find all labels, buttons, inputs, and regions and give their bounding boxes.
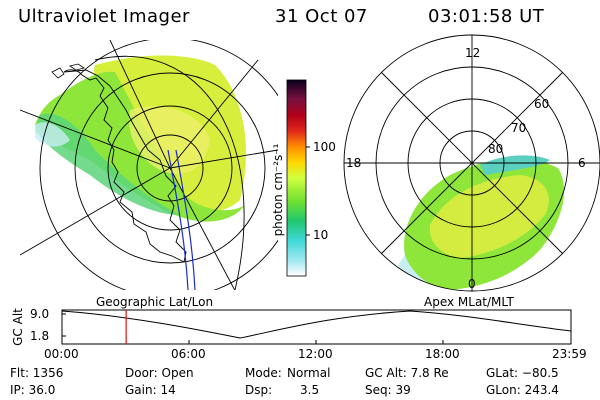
info-mode-label: Mode:	[245, 366, 282, 380]
mlt-label-6: 6	[578, 156, 586, 170]
geographic-map	[20, 40, 278, 290]
mlt-lines	[344, 35, 600, 291]
altitude-timeline	[61, 309, 572, 345]
altitude-curve	[61, 310, 572, 339]
left-aurora-emission	[35, 55, 246, 222]
timeline-xtick-2359: 23:59	[552, 347, 587, 361]
timeline-ytick-9: 9.0	[30, 307, 50, 321]
info-gc-altitude: GC Alt: 7.8 Re	[365, 366, 449, 380]
timeline-ytick-1-8: 1.8	[30, 329, 50, 343]
colorbar-tick-100: 100	[313, 140, 336, 154]
timeline-xtick-1200: 12:00	[298, 347, 333, 361]
info-geo-latitude: GLat: −80.5	[486, 366, 559, 380]
colorbar-unit-label: photon cm⁻²s⁻¹	[271, 143, 285, 237]
apex-map-label: Apex MLat/MLT	[424, 295, 514, 309]
mlat-label-70: 70	[511, 121, 527, 135]
timeline-xtick-0000: 00:00	[44, 347, 79, 361]
mlt-label-0: 0	[468, 277, 476, 291]
apex-map	[343, 34, 600, 292]
mlt-label-12: 12	[465, 46, 481, 60]
latitude-circles	[39, 40, 278, 290]
coastline-peninsula	[51, 63, 85, 79]
satellite-track	[167, 149, 196, 290]
mlat-label-80: 80	[488, 142, 504, 156]
colorbar-tick-10: 10	[313, 228, 329, 242]
meridian-lines	[20, 40, 278, 290]
timeline-xtick-0600: 06:00	[171, 347, 206, 361]
app-title: Ultraviolet Imager	[18, 6, 190, 27]
header-date: 31 Oct 07	[275, 6, 368, 27]
info-flight: Flt: 1356	[10, 366, 64, 380]
info-door: Door: Open	[125, 366, 194, 380]
info-sequence: Seq: 39	[365, 383, 411, 397]
color-bar	[286, 79, 310, 277]
info-dsp-value: 3.5	[300, 383, 320, 397]
timeline-ylabel: GC Alt	[11, 308, 25, 346]
info-gain: Gain: 14	[125, 383, 176, 397]
info-mode-value: Normal	[287, 366, 331, 380]
timeline-ticks	[61, 313, 572, 344]
field-of-view-edge	[94, 55, 245, 290]
geographic-map-label: Geographic Lat/Lon	[96, 295, 214, 309]
info-geo-longitude: GLon: 243.4	[486, 383, 559, 397]
mlt-label-18: 18	[346, 156, 362, 170]
header-time: 03:01:58 UT	[428, 6, 545, 27]
timeline-xtick-1800: 18:00	[425, 347, 460, 361]
info-dsp-label: Dsp:	[245, 383, 273, 397]
info-ip: IP: 36.0	[10, 383, 56, 397]
mlat-label-60: 60	[534, 97, 550, 111]
